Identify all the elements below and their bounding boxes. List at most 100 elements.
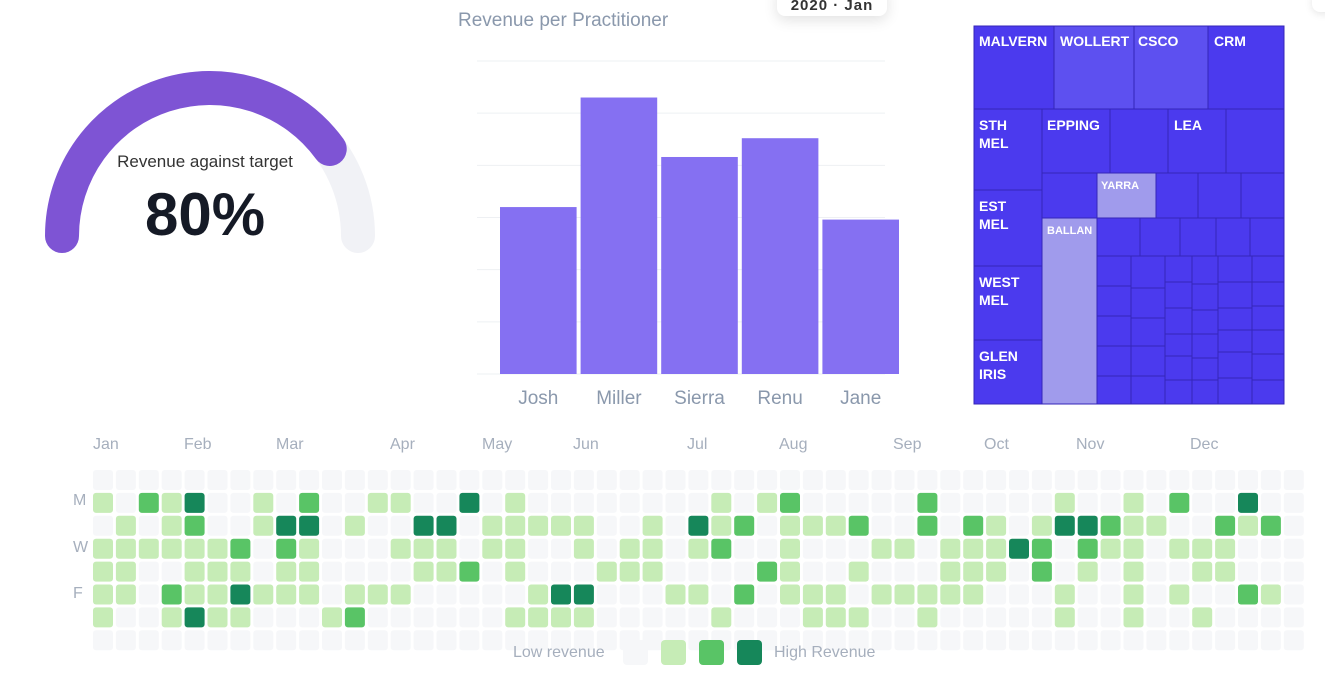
heatmap-cell[interactable] [276,584,297,605]
heatmap-cell[interactable] [1192,584,1213,605]
heatmap-cell[interactable] [1260,561,1281,582]
heatmap-cell[interactable] [1260,470,1281,490]
heatmap-cell[interactable] [161,470,182,490]
heatmap-cell[interactable] [894,538,915,559]
heatmap-cell[interactable] [528,584,549,605]
heatmap-cell[interactable] [276,561,297,582]
heatmap-cell[interactable] [551,515,571,536]
bar-josh[interactable] [500,207,577,374]
heatmap-cell[interactable] [596,538,617,559]
heatmap-cell[interactable] [161,607,182,628]
heatmap-cell[interactable] [596,515,617,536]
heatmap-cell[interactable] [1146,561,1167,582]
heatmap-cell[interactable] [230,561,251,582]
heatmap-cell[interactable] [276,607,297,628]
heatmap-cell[interactable] [780,470,800,490]
heatmap-cell[interactable] [802,538,823,559]
heatmap-cell[interactable] [528,492,549,513]
heatmap-cell[interactable] [573,538,594,559]
heatmap-cell[interactable] [253,492,274,513]
heatmap-cell[interactable] [436,630,457,651]
heatmap-cell[interactable] [115,492,136,513]
heatmap-cell[interactable] [459,470,480,490]
heatmap-cell[interactable] [1283,561,1304,582]
heatmap-cell[interactable] [963,515,984,536]
heatmap-cell[interactable] [1192,515,1213,536]
heatmap-cell[interactable] [734,607,755,628]
heatmap-cell[interactable] [299,538,320,559]
treemap-cell[interactable] [1096,315,1132,347]
heatmap-cell[interactable] [253,561,274,582]
treemap-cell[interactable] [1251,379,1285,405]
heatmap-cell[interactable] [848,538,869,559]
heatmap-cell[interactable] [367,470,388,490]
heatmap-cell[interactable] [1077,538,1098,559]
heatmap-cell[interactable] [734,492,755,513]
heatmap-cell[interactable] [940,561,961,582]
heatmap-cell[interactable] [115,538,136,559]
heatmap-cell[interactable] [1100,515,1121,536]
heatmap-cell[interactable] [161,630,182,651]
heatmap-cell[interactable] [1192,538,1213,559]
heatmap-cell[interactable] [1169,607,1190,628]
heatmap-cell[interactable] [1077,584,1098,605]
heatmap-cell[interactable] [940,492,961,513]
heatmap-cell[interactable] [253,630,274,651]
heatmap-cell[interactable] [413,515,434,536]
heatmap-cell[interactable] [917,492,938,513]
heatmap-cell[interactable] [276,515,297,536]
heatmap-cell[interactable] [780,515,800,536]
heatmap-cell[interactable] [757,492,778,513]
heatmap-cell[interactable] [665,584,686,605]
heatmap-cell[interactable] [894,607,915,628]
treemap-cell[interactable] [1109,108,1169,174]
heatmap-cell[interactable] [688,492,709,513]
heatmap-cell[interactable] [1031,492,1052,513]
heatmap-cell[interactable] [596,584,617,605]
heatmap-cell[interactable] [711,607,732,628]
heatmap-cell[interactable] [1260,584,1281,605]
heatmap-cell[interactable] [115,470,136,490]
heatmap-cell[interactable] [551,538,571,559]
heatmap-cell[interactable] [986,607,1007,628]
heatmap-cell[interactable] [299,584,320,605]
heatmap-cell[interactable] [1215,584,1236,605]
heatmap-cell[interactable] [413,492,434,513]
heatmap-cell[interactable] [551,492,571,513]
heatmap-cell[interactable] [665,607,686,628]
treemap-cell[interactable] [1133,25,1209,110]
heatmap-cell[interactable] [344,538,365,559]
treemap-cell[interactable] [1207,25,1285,110]
heatmap-cell[interactable] [917,607,938,628]
heatmap-cell[interactable] [505,607,526,628]
heatmap-cell[interactable] [1146,584,1167,605]
heatmap-cell[interactable] [596,470,617,490]
heatmap-cell[interactable] [1146,515,1167,536]
heatmap-cell[interactable] [1009,584,1029,605]
heatmap-cell[interactable] [986,630,1007,651]
heatmap-cell[interactable] [1054,607,1075,628]
heatmap-cell[interactable] [573,584,594,605]
heatmap-cell[interactable] [1031,538,1052,559]
heatmap-cell[interactable] [1169,515,1190,536]
heatmap-cell[interactable] [802,607,823,628]
heatmap-cell[interactable] [207,470,228,490]
heatmap-cell[interactable] [93,538,113,559]
heatmap-cell[interactable] [573,561,594,582]
heatmap-cell[interactable] [1054,492,1075,513]
heatmap-cell[interactable] [894,630,915,651]
heatmap-cell[interactable] [848,584,869,605]
heatmap-cell[interactable] [390,584,411,605]
heatmap-cell[interactable] [1146,492,1167,513]
heatmap-cell[interactable] [551,470,571,490]
heatmap-cell[interactable] [93,561,113,582]
treemap-cell[interactable] [1197,172,1242,219]
heatmap-cell[interactable] [871,607,892,628]
heatmap-cell[interactable] [184,584,205,605]
heatmap-cell[interactable] [780,538,800,559]
heatmap-cell[interactable] [642,515,663,536]
heatmap-cell[interactable] [93,515,113,536]
heatmap-cell[interactable] [1054,470,1075,490]
heatmap-cell[interactable] [665,470,686,490]
heatmap-cell[interactable] [551,584,571,605]
